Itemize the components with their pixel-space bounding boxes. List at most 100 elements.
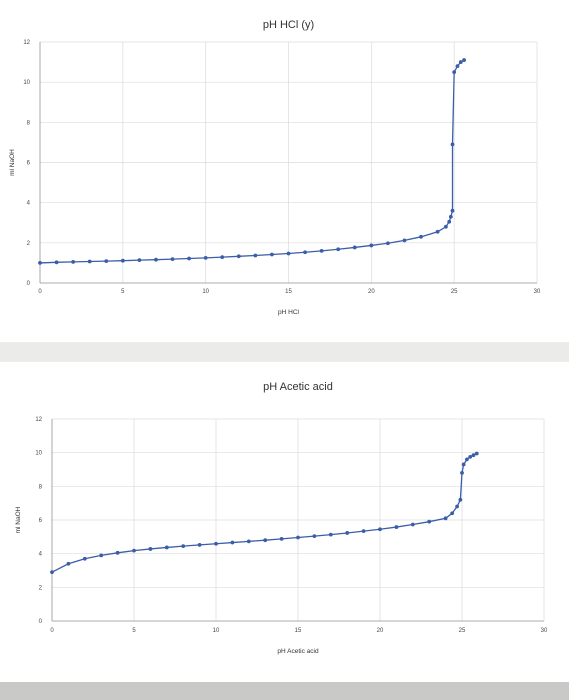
- x-tick-label: 25: [459, 628, 466, 634]
- chart-panel-hcl: 0 5 10 15 20 25 30 0 2 4 6 8 10 12 pH HCl (y) pH HCl ml …: [0, 0, 569, 342]
- data-point: [443, 224, 448, 229]
- data-point: [197, 543, 202, 547]
- data-point: [50, 570, 54, 575]
- data-point: [461, 462, 466, 467]
- y-tick-label: 12: [35, 417, 42, 423]
- data-point: [132, 548, 136, 553]
- data-point: [361, 529, 366, 534]
- y-axis-label: ml NaOH: [9, 149, 16, 176]
- data-point: [462, 58, 467, 62]
- x-tick-label: 15: [295, 628, 302, 634]
- data-point: [369, 243, 374, 248]
- data-point: [460, 470, 464, 475]
- x-axis-label: pH Acetic acid: [277, 648, 319, 655]
- data-point: [471, 453, 476, 458]
- chart-title: pH Acetic acid: [263, 381, 333, 393]
- y-tick-label: 10: [35, 451, 42, 457]
- data-point: [38, 261, 42, 265]
- data-point: [263, 538, 268, 543]
- y-tick-label: 4: [39, 552, 43, 558]
- data-point: [270, 252, 274, 257]
- data-point: [54, 260, 59, 265]
- data-point: [214, 541, 218, 546]
- data-point: [450, 511, 455, 516]
- x-tick-label: 5: [132, 628, 136, 634]
- data-point: [452, 70, 457, 75]
- data-point: [419, 234, 423, 239]
- series-line: [51, 452, 478, 573]
- data-point: [164, 545, 169, 550]
- x-tick-label: 0: [50, 628, 54, 634]
- x-tick-label: 30: [534, 289, 541, 295]
- data-point: [336, 247, 341, 252]
- data-point: [99, 553, 104, 558]
- data-point: [458, 60, 463, 64]
- chart-hcl: 0 5 10 15 20 25 30 0 2 4 6 8 10 12 pH HCl (y) pH HCl ml …: [9, 19, 541, 316]
- data-point: [104, 259, 109, 264]
- data-point: [154, 257, 158, 262]
- data-point: [394, 525, 399, 529]
- data-point: [286, 251, 291, 256]
- data-point: [312, 534, 317, 539]
- x-tick-label: 15: [285, 289, 292, 295]
- data-point: [279, 536, 284, 541]
- y-tick-label: 2: [27, 241, 31, 247]
- data-point: [296, 535, 300, 540]
- chart-title: pH HCl (y): [263, 19, 314, 31]
- data-point: [410, 522, 415, 527]
- x-axis-label: pH HCl: [278, 309, 300, 316]
- x-tick-label: 5: [121, 289, 125, 295]
- data-point: [443, 516, 448, 521]
- y-tick-label: 6: [39, 518, 43, 524]
- y-tick-label: 0: [27, 281, 31, 287]
- data-point: [468, 454, 473, 459]
- data-point: [450, 142, 455, 147]
- data-point: [455, 504, 459, 509]
- series-line: [39, 59, 465, 264]
- y-tick-label: 10: [23, 80, 30, 86]
- data-point: [386, 241, 390, 246]
- data-point: [115, 550, 120, 555]
- x-tick-label: 30: [541, 628, 548, 634]
- y-tick-label: 4: [27, 201, 31, 207]
- data-point: [328, 532, 333, 537]
- data-point: [402, 238, 407, 243]
- data-point: [230, 540, 235, 545]
- data-point: [246, 539, 251, 544]
- data-point: [458, 497, 463, 502]
- data-point: [137, 258, 142, 263]
- data-point: [427, 519, 432, 524]
- x-tick-label: 20: [368, 289, 375, 295]
- data-point: [181, 544, 186, 548]
- data-point: [319, 248, 324, 253]
- y-tick-label: 2: [39, 585, 43, 591]
- data-point: [448, 214, 453, 219]
- data-point: [203, 255, 208, 260]
- data-point: [465, 457, 469, 462]
- data-point: [87, 259, 92, 264]
- data-point: [82, 556, 87, 561]
- x-tick-label: 10: [202, 289, 209, 295]
- data-point: [450, 208, 455, 213]
- x-tick-label: 0: [38, 289, 42, 295]
- data-point: [352, 245, 357, 250]
- data-point: [236, 254, 241, 259]
- data-point: [148, 547, 153, 551]
- y-tick-label: 8: [39, 484, 43, 490]
- data-point: [253, 253, 258, 258]
- x-tick-label: 10: [213, 628, 220, 634]
- bottom-edge: [0, 682, 569, 700]
- panel-separator: [0, 342, 569, 362]
- y-axis-label: ml NaOH: [15, 506, 22, 533]
- data-point: [220, 255, 225, 259]
- x-tick-label: 25: [451, 289, 458, 295]
- y-tick-label: 12: [23, 40, 30, 46]
- y-tick-label: 0: [39, 619, 43, 625]
- chart-panel-acetic: 0 5 10 15 20 25 30 0 2 4 6 8 10 12 pH Acetic acid pH Ac…: [0, 362, 569, 682]
- x-tick-label: 20: [377, 628, 384, 634]
- chart-acetic: 0 5 10 15 20 25 30 0 2 4 6 8 10 12 pH Acetic acid pH Ac…: [15, 381, 548, 655]
- data-point: [455, 64, 460, 68]
- data-point: [447, 219, 452, 224]
- data-point: [170, 257, 175, 262]
- data-point: [345, 531, 350, 535]
